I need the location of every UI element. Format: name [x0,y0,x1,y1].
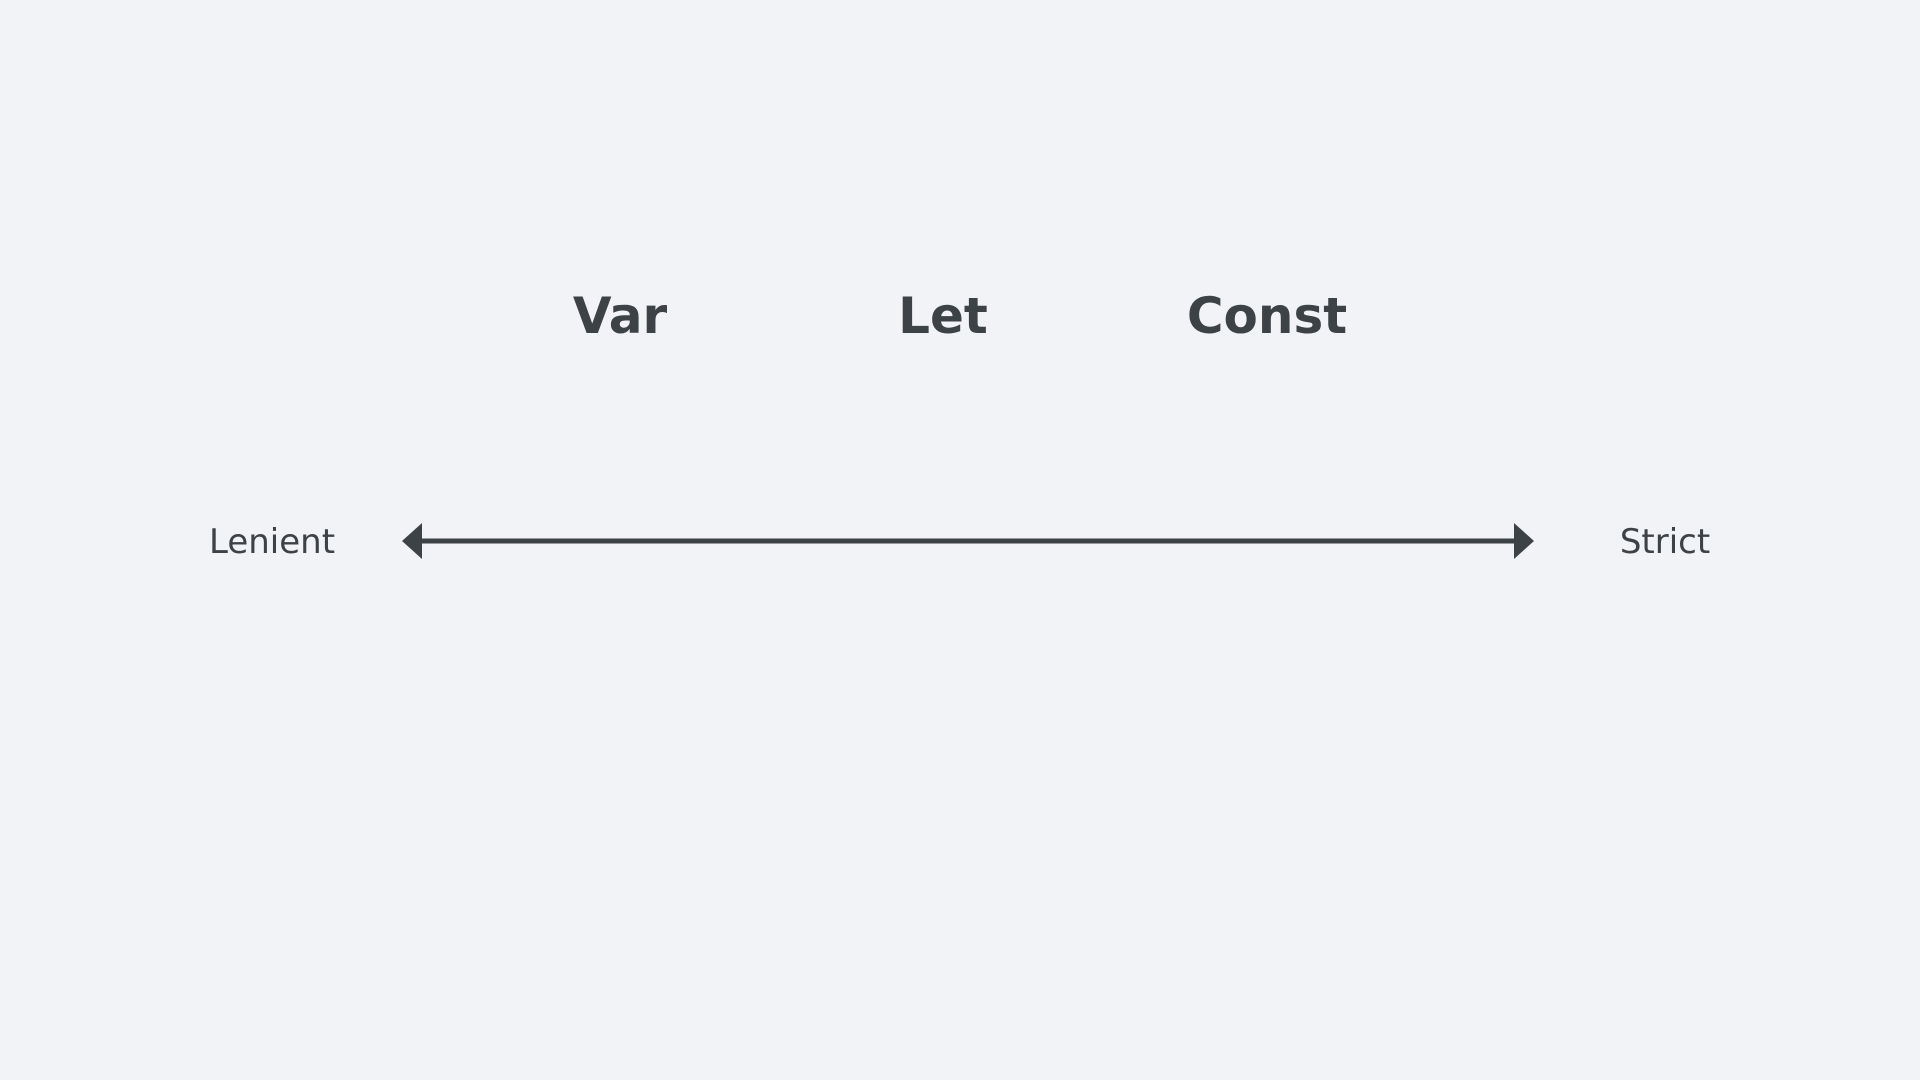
double-headed-arrow-icon [402,523,1534,559]
label-lenient: Lenient [208,522,336,562]
arrow-head-right [1514,523,1534,559]
keyword-var: Var [572,287,668,345]
keyword-let: Let [898,287,988,345]
arrow-head-left [402,523,422,559]
label-strict: Strict [1619,522,1711,562]
keyword-const: Const [1186,287,1348,345]
